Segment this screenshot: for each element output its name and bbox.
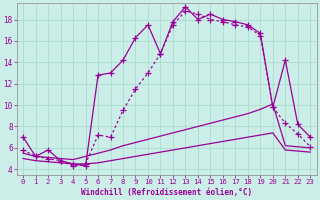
X-axis label: Windchill (Refroidissement éolien,°C): Windchill (Refroidissement éolien,°C) bbox=[81, 188, 252, 197]
